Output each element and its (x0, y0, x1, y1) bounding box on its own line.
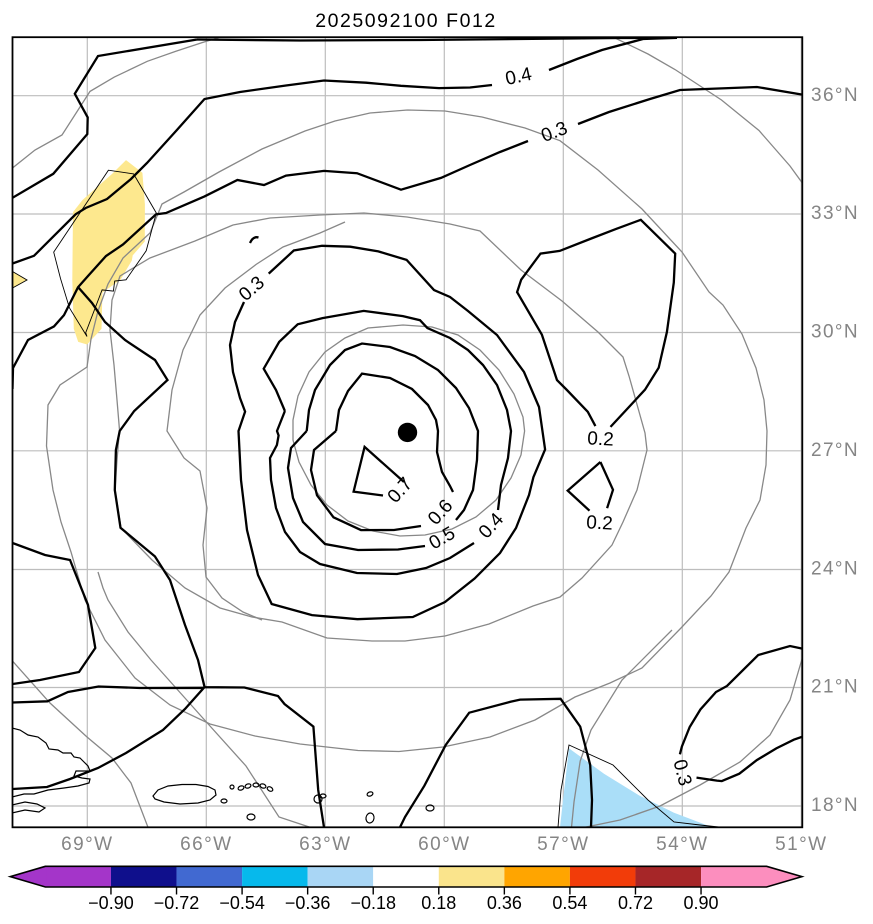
svg-text:−0.54: −0.54 (219, 893, 265, 913)
svg-text:60°W: 60°W (418, 834, 470, 855)
svg-text:54°W: 54°W (656, 834, 708, 855)
svg-text:57°W: 57°W (537, 834, 589, 855)
svg-text:−0.72: −0.72 (154, 893, 200, 913)
svg-text:−0.36: −0.36 (285, 893, 331, 913)
svg-text:−0.90: −0.90 (88, 893, 134, 913)
svg-text:0.2: 0.2 (586, 512, 613, 534)
svg-text:24°N: 24°N (811, 559, 859, 580)
svg-text:21°N: 21°N (811, 677, 859, 698)
svg-text:0.18: 0.18 (421, 893, 456, 913)
svg-text:30°N: 30°N (811, 322, 859, 343)
svg-text:51°W: 51°W (775, 834, 827, 855)
svg-text:27°N: 27°N (811, 440, 859, 461)
svg-text:0.2: 0.2 (587, 428, 614, 450)
svg-text:0.54: 0.54 (552, 893, 587, 913)
svg-text:0.90: 0.90 (684, 893, 719, 913)
svg-text:2025092100 F012: 2025092100 F012 (315, 10, 497, 32)
svg-text:36°N: 36°N (811, 85, 859, 106)
svg-text:0.72: 0.72 (618, 893, 653, 913)
svg-text:18°N: 18°N (811, 795, 859, 816)
svg-text:66°W: 66°W (180, 834, 232, 855)
svg-text:63°W: 63°W (299, 834, 351, 855)
svg-text:−0.18: −0.18 (350, 893, 396, 913)
svg-text:69°W: 69°W (61, 834, 113, 855)
svg-text:33°N: 33°N (811, 203, 859, 224)
svg-text:0.36: 0.36 (487, 893, 522, 913)
